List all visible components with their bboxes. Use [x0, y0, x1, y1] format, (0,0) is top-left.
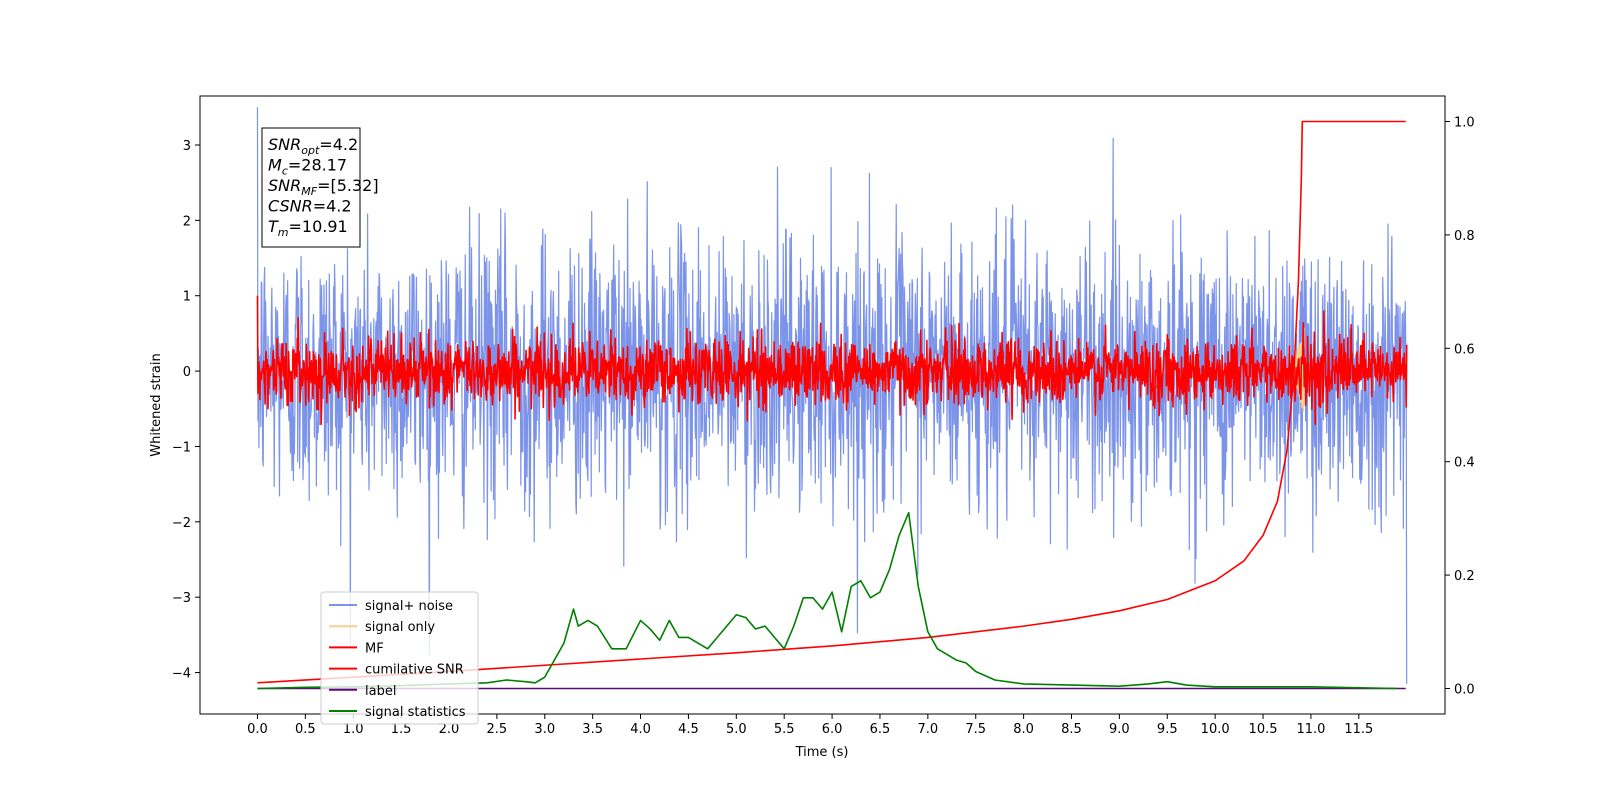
annotation-line: SNRopt=4.2 [268, 135, 358, 157]
y2-tick-label: 0.2 [1454, 569, 1475, 584]
x-tick-label: 8.0 [1013, 722, 1034, 737]
x-tick-label: 5.0 [726, 722, 747, 737]
annotation-line: SNRMF=[5.32] [268, 176, 379, 198]
x-tick-label: 7.5 [965, 722, 986, 737]
x-tick-label: 4.5 [678, 722, 699, 737]
legend-label: signal only [365, 620, 435, 635]
y-tick-label: 3 [183, 139, 191, 154]
y-tick-label: −2 [172, 516, 191, 531]
y-tick-label: −1 [172, 440, 191, 455]
y2-tick-label: 0.8 [1454, 229, 1475, 244]
legend-label: MF [365, 641, 384, 656]
x-tick-label: 10.5 [1249, 722, 1278, 737]
x-tick-label: 3.5 [582, 722, 603, 737]
y-axis-left: 3 2 1 0 −1 −2 −3 −4 [172, 139, 200, 682]
plot-frame [199, 95, 1446, 715]
y2-tick-label: 0.0 [1454, 682, 1475, 697]
legend: signal+ noise signal only MF cumilative SNR… [320, 591, 479, 725]
y-tick-label: −4 [172, 667, 191, 682]
legend-label: cumilative SNR [365, 663, 464, 678]
legend-label: signal statistics [365, 705, 466, 720]
legend-label: label [365, 684, 396, 699]
x-axis-label: Time (s) [795, 745, 849, 760]
x-tick-label: 6.0 [822, 722, 843, 737]
x-tick-label: 1.5 [391, 722, 412, 737]
annotation-line: CSNR=4.2 [268, 197, 352, 216]
y-tick-label: 1 [183, 290, 191, 305]
y-axis-right: 1.0 0.8 0.6 0.4 0.2 0.0 [1445, 116, 1475, 697]
x-tick-label: 0.5 [295, 722, 316, 737]
annotation-line: Tm=10.91 [268, 217, 348, 239]
legend-label: signal+ noise [365, 599, 453, 614]
series-line-mf [256, 295, 1408, 426]
stats-annotation-box: SNRopt=4.2Mc=28.17SNRMF=[5.32]CSNR=4.2Tm… [261, 127, 379, 248]
series-line-cumilative-snr [257, 120, 1406, 684]
y2-tick-label: 0.4 [1454, 456, 1475, 471]
x-tick-label: 10.0 [1201, 722, 1230, 737]
y-tick-label: 0 [183, 365, 191, 380]
series-line-signal-statistics [257, 511, 1398, 690]
annotation-line: Mc=28.17 [268, 156, 347, 178]
y2-tick-label: 1.0 [1454, 116, 1475, 131]
x-tick-label: 11.5 [1344, 722, 1373, 737]
x-axis: 0.0 0.5 1.0 1.5 2.0 2.5 3.0 3.5 4.0 4.5 5.0 5.5 6.0 6… [247, 714, 1373, 737]
x-tick-label: 7.0 [918, 722, 939, 737]
x-tick-label: 9.0 [1109, 722, 1130, 737]
y-tick-label: 2 [183, 214, 191, 229]
y2-tick-label: 0.6 [1454, 342, 1475, 357]
x-tick-label: 1.0 [343, 722, 364, 737]
x-tick-label: 2.0 [439, 722, 460, 737]
series-layer [256, 107, 1408, 690]
x-tick-label: 4.0 [630, 722, 651, 737]
x-tick-label: 3.0 [534, 722, 555, 737]
x-tick-label: 5.5 [774, 722, 795, 737]
x-tick-label: 8.5 [1061, 722, 1082, 737]
y-axis-label: Whitened strain [149, 353, 164, 456]
y-tick-label: −3 [172, 591, 191, 606]
legend-frame [320, 591, 479, 725]
annotation-frame [261, 127, 361, 248]
x-tick-label: 6.5 [870, 722, 891, 737]
x-tick-label: 9.5 [1157, 722, 1178, 737]
x-tick-label: 0.0 [247, 722, 268, 737]
x-tick-label: 11.0 [1296, 722, 1325, 737]
x-tick-label: 2.5 [487, 722, 508, 737]
